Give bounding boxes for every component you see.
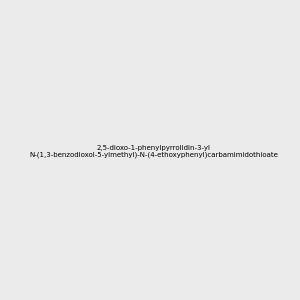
- Text: 2,5-dioxo-1-phenylpyrrolidin-3-yl N-(1,3-benzodioxol-5-ylmethyl)-N-(4-ethoxyphen: 2,5-dioxo-1-phenylpyrrolidin-3-yl N-(1,3…: [29, 145, 278, 158]
